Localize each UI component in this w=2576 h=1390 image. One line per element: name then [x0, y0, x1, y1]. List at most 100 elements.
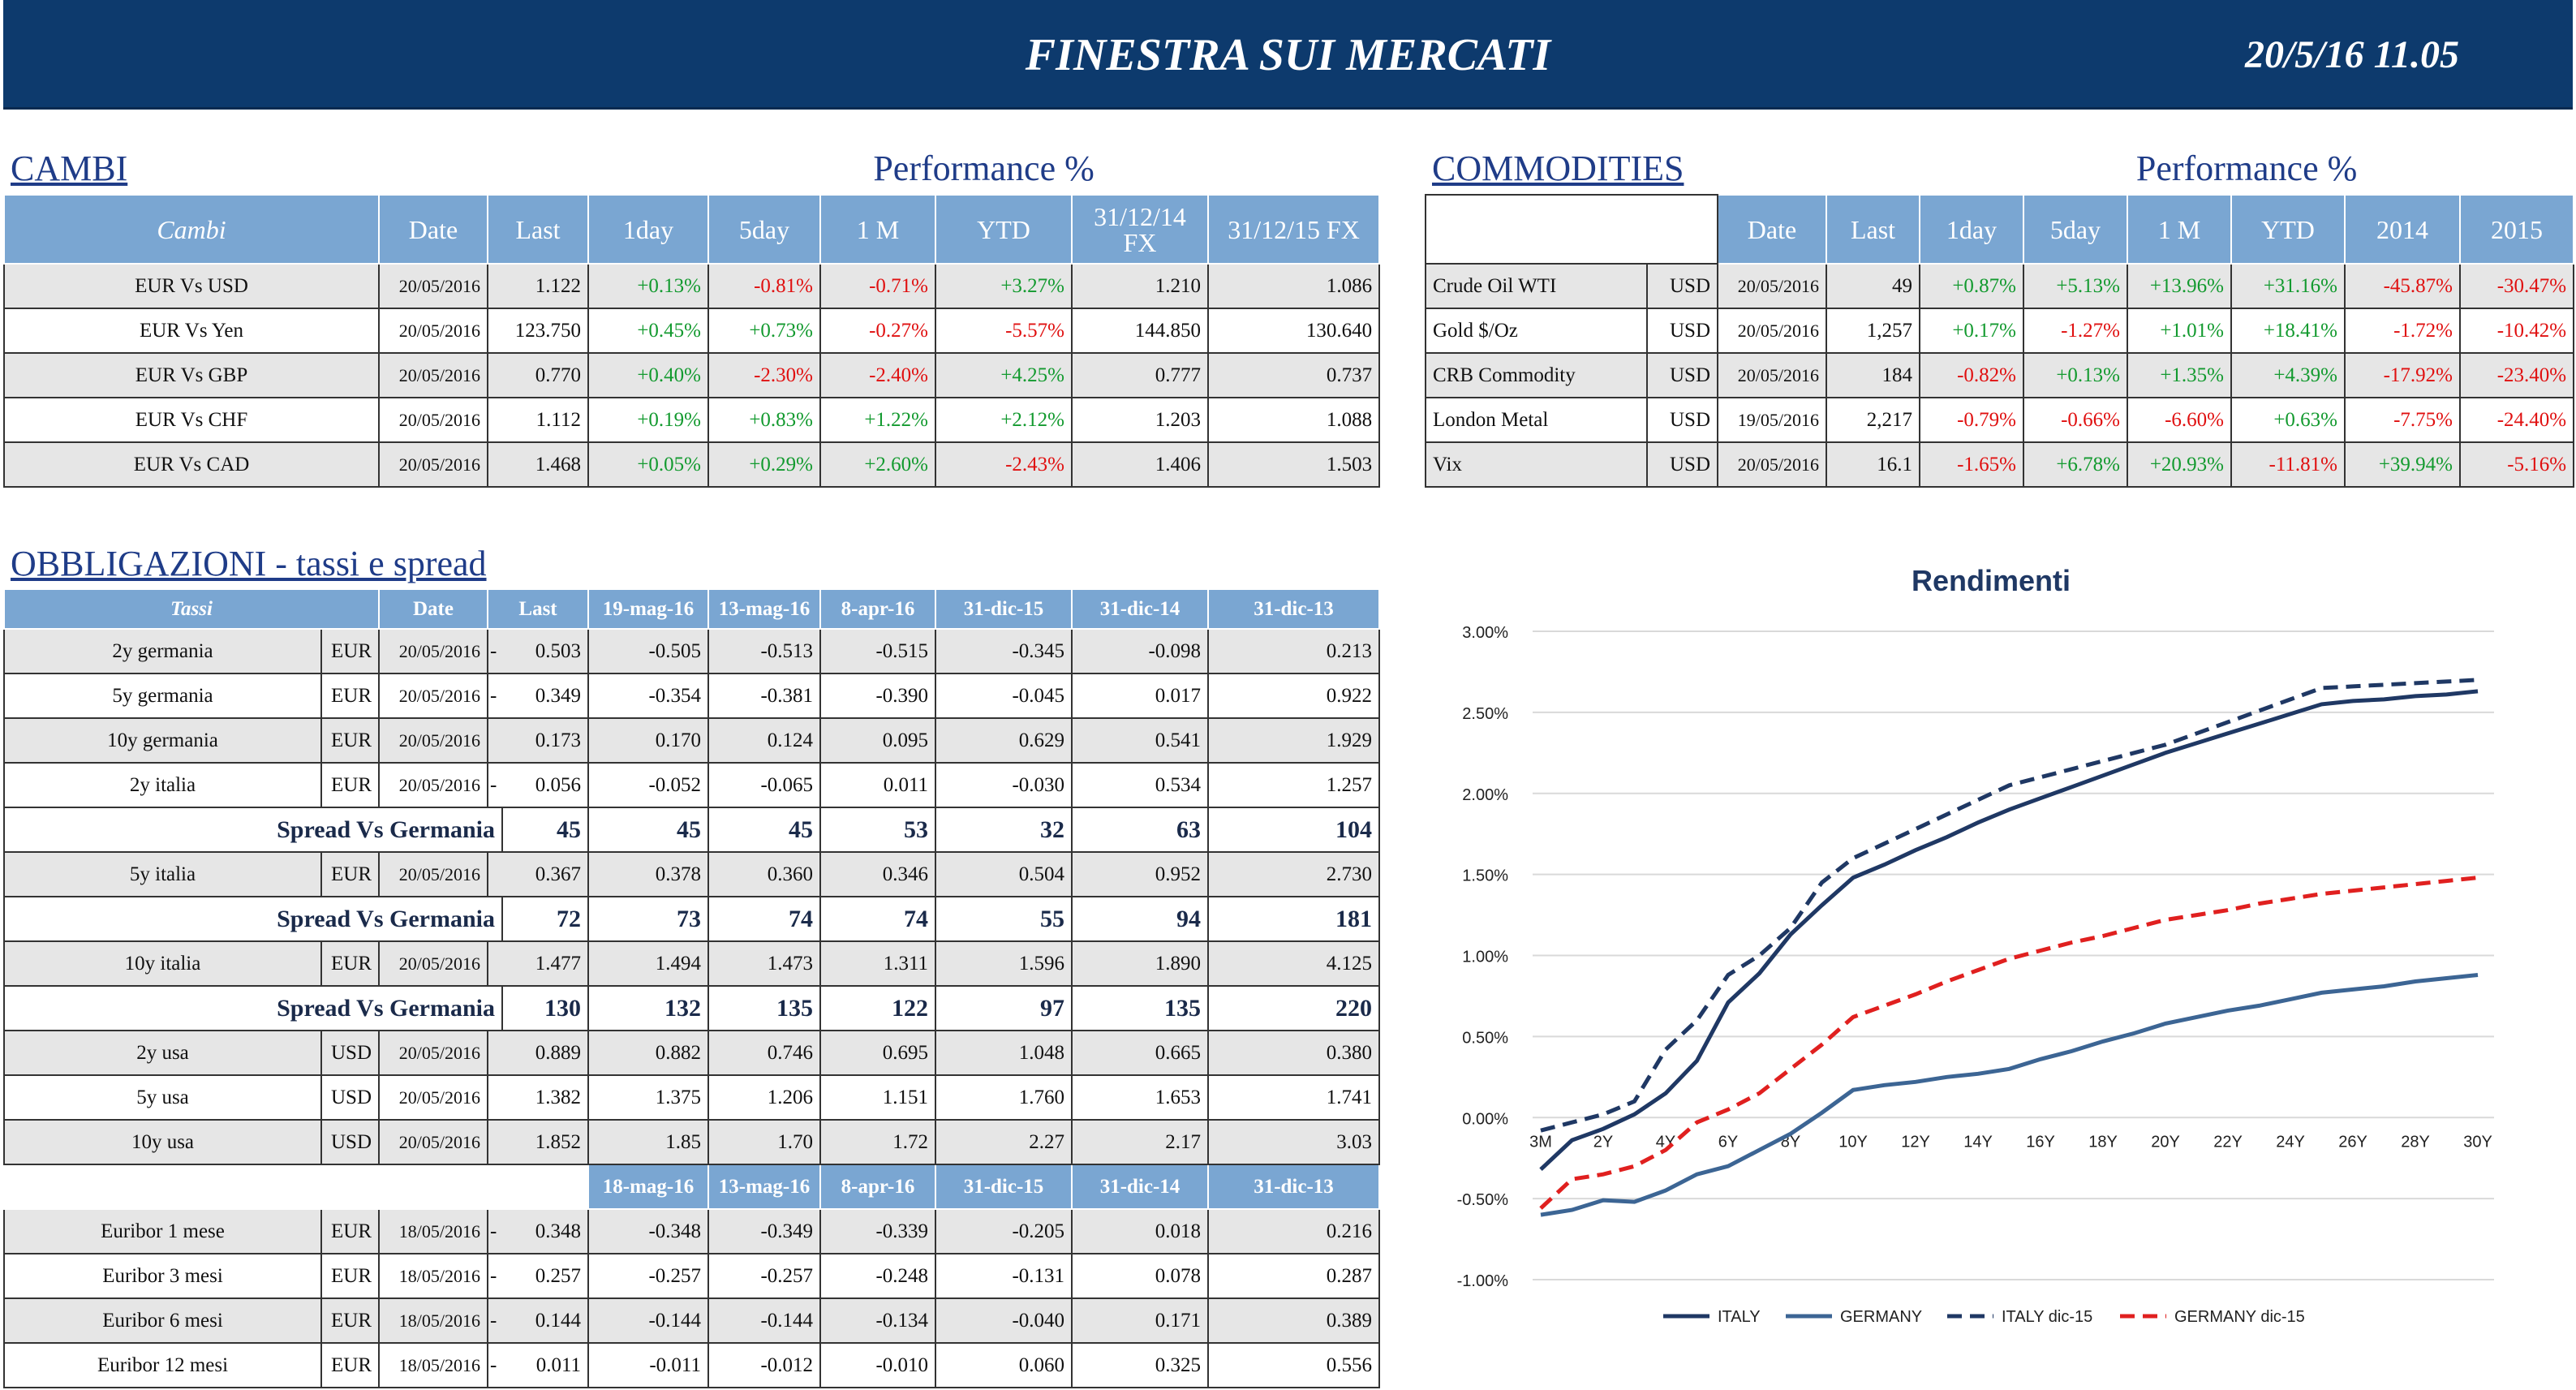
table-cell: -0.71% [819, 263, 936, 309]
table-cell: 74 [819, 896, 937, 942]
table-cell: -1.72% [2344, 308, 2462, 354]
table-cell: 0.018 [1071, 1208, 1210, 1254]
table-cell: 72 [501, 896, 590, 942]
table-cell: 20/05/2016 [378, 441, 488, 488]
table-cell: -2.43% [935, 441, 1073, 488]
table-cell: 20/05/2016 [378, 673, 488, 719]
table-cell: 49 [1825, 263, 1921, 309]
table-cell: EUR Vs GBP [3, 352, 380, 398]
table-cell: -0.065 [707, 762, 822, 808]
table-cell: 5day [707, 194, 821, 265]
table-cell: 18/05/2016 [378, 1253, 488, 1299]
table-cell: 2.17 [1071, 1119, 1210, 1165]
table-cell: 130.640 [1206, 308, 1381, 354]
table-cell: 18/05/2016 [378, 1342, 488, 1388]
table-cell: +4.39% [2230, 352, 2346, 398]
table-cell: -17.92% [2344, 352, 2462, 398]
table-cell: 0.360 [707, 851, 822, 897]
table-cell: 20/05/2016 [378, 1074, 488, 1121]
table-cell: Date [1717, 194, 1827, 265]
table-cell: EUR [320, 1342, 380, 1388]
x-tick-label: 18Y [2088, 1133, 2118, 1151]
table-cell: USD [1646, 397, 1718, 443]
table-cell: Gold $/Oz [1425, 308, 1648, 354]
bonds-table: OBBLIGAZIONI - tassi e spread Tassi Date La… [2, 537, 1381, 1388]
table-cell: EURIBOR [2, 1164, 590, 1210]
table-cell: 31-dic-13 [1207, 1164, 1381, 1210]
table-cell: 1.760 [935, 1074, 1073, 1121]
table-row: EUR Vs USD 20/05/2016 1.122 +0.13% -0.81% -0.… [3, 263, 1381, 309]
table-cell [487, 940, 502, 987]
legend-label: GERMANY [1840, 1308, 1922, 1326]
table-cell: 0.952 [1071, 851, 1210, 897]
table-cell: 0.541 [1071, 717, 1210, 764]
x-tick-label: 26Y [2338, 1133, 2367, 1151]
table-cell: -30.47% [2459, 263, 2575, 309]
table-cell: Vix [1425, 441, 1648, 488]
table-cell: EUR [320, 628, 380, 674]
table-cell: -0.66% [2023, 397, 2129, 443]
table-cell: EUR Vs Yen [3, 308, 380, 354]
table-cell: 0.380 [1207, 1030, 1381, 1076]
legend-label: ITALY [1718, 1308, 1761, 1326]
x-tick-label: 28Y [2401, 1133, 2430, 1151]
table-row: Euribor 3 mesi EUR 18/05/2016-0.257 -0.257-… [3, 1253, 1381, 1299]
table-cell: +0.17% [1919, 308, 2025, 354]
table-cell: 1.653 [1071, 1074, 1210, 1121]
table-cell: -0.257 [587, 1253, 710, 1299]
table-row: 2y usa USD 20/05/2016 0.889 0.882 0.746 0.695 1… [3, 1030, 1381, 1076]
table-cell: -0.248 [819, 1253, 937, 1299]
table-cell: -0.27% [819, 308, 936, 354]
table-row: 10y italia EUR 20/05/2016 1.477 1.494 1.473 1.… [3, 940, 1381, 987]
table-row: Tassi Date Last 19-mag-16 13-mag-16 8-apr-16 3… [3, 588, 1381, 630]
table-cell: +13.96% [2127, 263, 2233, 309]
table-cell: EUR [320, 851, 380, 897]
table-cell: +3.27% [935, 263, 1073, 309]
table-cell: USD [1646, 263, 1718, 309]
table-cell: 1.468 [487, 441, 589, 488]
table-cell: 0.213 [1207, 628, 1381, 674]
table-cell [1425, 194, 1718, 265]
table-cell: -0.257 [707, 1253, 822, 1299]
table-cell: +0.45% [587, 308, 709, 354]
table-cell: +0.13% [587, 263, 709, 309]
table-cell: -2.40% [819, 352, 936, 398]
table-cell: Last [486, 588, 590, 630]
table-cell: 1.596 [935, 940, 1073, 987]
y-tick-label: -0.50% [1457, 1191, 1509, 1209]
table-cell: 74 [707, 896, 822, 942]
table-cell: 0.882 [587, 1030, 710, 1076]
table-cell: 1.257 [1207, 762, 1381, 808]
table-cell: 31-dic-15 [935, 1164, 1073, 1210]
table-cell: 0.348 [502, 1208, 590, 1254]
table-cell: 1.473 [707, 940, 822, 987]
table-cell: 16.1 [1825, 441, 1921, 488]
table-row: 10y germania EUR 20/05/2016 0.173 0.170 0.124… [3, 717, 1381, 764]
table-cell: EUR Vs CAD [3, 441, 380, 488]
table-cell: CRB Commodity [1425, 352, 1648, 398]
table-cell: +0.87% [1919, 263, 2025, 309]
table-row: Spread Vs Germania 130 132 135 122 97 135 220 [3, 985, 1381, 1031]
legend-label: ITALY dic-15 [2002, 1308, 2092, 1326]
table-cell: 1 M [819, 194, 936, 265]
table-cell: 20/05/2016 [378, 762, 488, 808]
table-cell: USD [320, 1074, 380, 1121]
table-cell: -0.505 [587, 628, 710, 674]
table-cell: 20/05/2016 [378, 397, 488, 443]
table-cell: 1.890 [1071, 940, 1210, 987]
table-cell: -0.349 [707, 1208, 822, 1254]
table-cell: 31/12/14 FX [1071, 194, 1209, 265]
table-cell: 0.889 [502, 1030, 590, 1076]
table-cell: 144.850 [1071, 308, 1209, 354]
y-tick-label: 2.00% [1462, 786, 1508, 804]
table-cell: +31.16% [2230, 263, 2346, 309]
table-cell: 0.629 [935, 717, 1073, 764]
y-tick-label: 0.50% [1462, 1029, 1508, 1047]
table-cell: 53 [819, 807, 937, 853]
table-row: Cambi Date Last 1day 5day 1 M YTD 31/12/14 FX 31… [3, 194, 1381, 265]
table-cell: Performance % [587, 141, 1381, 196]
table-cell: 184 [1825, 352, 1921, 398]
table-cell: 2y germania [3, 628, 322, 674]
table-row: London Metal USD 19/05/2016 2,217 -0.79% -0.6… [1425, 397, 2575, 443]
table-cell: - [487, 1297, 502, 1344]
